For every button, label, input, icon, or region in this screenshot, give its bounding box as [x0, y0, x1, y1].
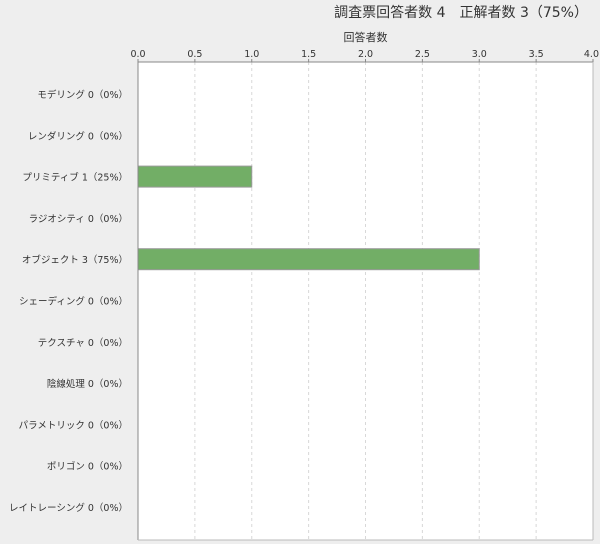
category-label: レイトレーシング 0（0%） — [9, 502, 128, 514]
bar — [137, 248, 480, 271]
x-tick-label: 1.5 — [301, 49, 316, 60]
category-label: プリミティブ 1（25%） — [22, 172, 128, 184]
category-label: ラジオシティ 0（0%） — [29, 213, 128, 225]
x-tick-label: 3.0 — [472, 49, 487, 60]
category-label: オブジェクト 3（75%） — [22, 254, 128, 266]
x-axis-label: 回答者数 — [343, 31, 388, 44]
category-label: モデリング 0（0%） — [37, 89, 128, 101]
x-tick-label: 0.5 — [187, 49, 202, 60]
chart-title: 調査票回答者数 4 正解者数 3（75%） — [334, 5, 588, 21]
category-label: シェーディング 0（0%） — [19, 296, 128, 308]
category-label: テクスチャ 0（0%） — [38, 337, 128, 349]
x-tick-label: 1.0 — [244, 49, 259, 60]
plot-area — [138, 62, 593, 540]
x-tick-label: 4.0 — [584, 49, 599, 60]
category-label: レンダリング 0（0%） — [28, 130, 128, 142]
bar — [137, 165, 253, 188]
x-tick-label: 3.5 — [529, 49, 544, 60]
category-label: パラメトリック 0（0%） — [19, 419, 128, 431]
x-tick-label: 0.0 — [130, 49, 145, 60]
category-label: ポリゴン 0（0%） — [47, 461, 128, 473]
x-tick-label: 2.5 — [415, 49, 430, 60]
x-tick-label: 2.0 — [358, 49, 373, 60]
category-label: 陰線処理 0（0%） — [47, 378, 128, 390]
